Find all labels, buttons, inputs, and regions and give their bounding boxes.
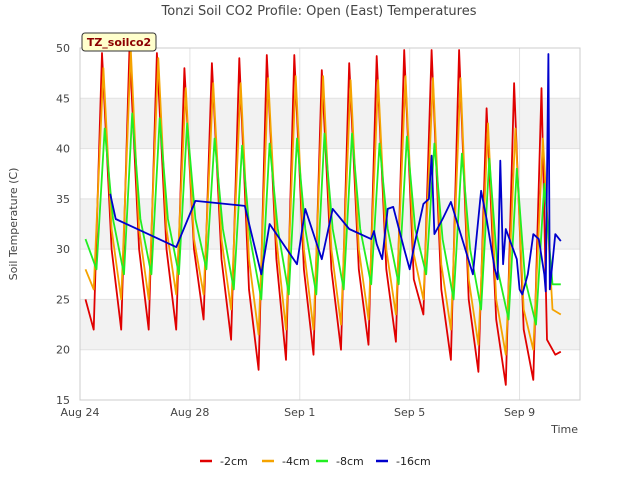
legend-label--4cm: -4cm (282, 455, 310, 468)
x-axis-ticks: Aug 24 Aug 28 Sep 1 Sep 5 Sep 9 (61, 406, 536, 419)
legend: -2cm -4cm -8cm -16cm (200, 455, 431, 468)
x-tick-label-1: Aug 28 (170, 406, 209, 419)
y-tick-label-45: 45 (56, 92, 70, 105)
badge-label: TZ_soilco2 (87, 36, 151, 49)
x-tick-label-2: Sep 1 (284, 406, 315, 419)
legend-label--16cm: -16cm (396, 455, 431, 468)
y-tick-label-25: 25 (56, 293, 70, 306)
badge-box (81, 32, 157, 52)
chart-title: Tonzi Soil CO2 Profile: Open (East) Temp… (160, 4, 476, 19)
x-tick-label-3: Sep 5 (394, 406, 425, 419)
y-axis-ticks: 15 20 25 30 35 40 45 50 (56, 42, 70, 407)
series-line--16cm (109, 53, 562, 296)
shaded-band-2 (80, 98, 580, 149)
legend-label--2cm: -2cm (220, 455, 248, 468)
legend-label--8cm: -8cm (336, 455, 364, 468)
y-tick-label-35: 35 (56, 193, 70, 206)
y-axis-label: Soil Temperature (C) (7, 168, 20, 281)
x-tick-label-4: Sep 9 (504, 406, 535, 419)
y-tick-label-50: 50 (56, 42, 70, 55)
plot-frame (79, 47, 581, 401)
series-group (84, 47, 562, 386)
series-line--8cm (84, 112, 561, 326)
y-tick-label-30: 30 (56, 243, 70, 256)
x-tick-label-0: Aug 24 (61, 406, 100, 419)
y-tick-label-20: 20 (56, 344, 70, 357)
y-tick-label-40: 40 (56, 143, 70, 156)
x-axis-label: Time (550, 423, 578, 436)
chart-badge: TZ_soilco2 (81, 32, 157, 52)
y-tick-label-15: 15 (56, 394, 70, 407)
